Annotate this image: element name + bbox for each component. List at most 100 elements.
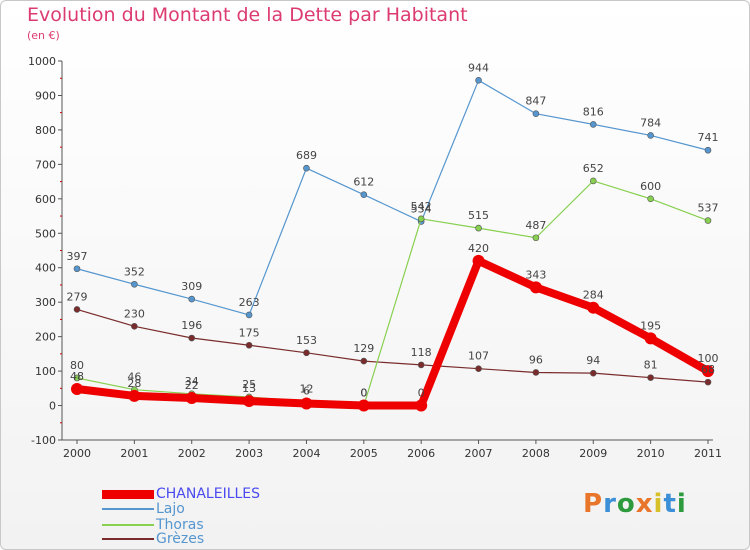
data-label-2: 80: [70, 359, 84, 372]
data-point-1: [303, 164, 310, 172]
data-label-0: 22: [185, 379, 199, 392]
logo-letter: t: [663, 489, 677, 519]
data-label-3: 96: [529, 353, 543, 366]
data-label-2: 12: [299, 382, 313, 395]
y-tick-label: 100: [35, 365, 56, 378]
data-label-2: 600: [640, 180, 661, 193]
data-point-0: [243, 395, 256, 408]
data-point-3: [704, 378, 712, 386]
data-label-2: 34: [185, 375, 199, 388]
data-point-0: [472, 254, 485, 267]
data-label-1: 397: [67, 250, 88, 263]
data-point-1: [73, 265, 81, 273]
x-tick-label: 2006: [407, 447, 435, 460]
data-point-3: [417, 361, 425, 369]
data-point-1: [532, 110, 540, 118]
legend-label-lajo: Lajo: [156, 501, 185, 517]
series-line-1: [76, 79, 709, 316]
data-point-2: [589, 177, 597, 185]
data-point-3: [589, 369, 597, 377]
data-label-2: 46: [127, 371, 141, 384]
data-label-3: 68: [701, 363, 715, 376]
data-label-3: 230: [124, 307, 145, 320]
y-tick-label: 900: [35, 89, 56, 102]
x-tick-label: 2003: [235, 447, 263, 460]
data-point-2: [532, 234, 540, 242]
data-label-3: 129: [353, 342, 374, 355]
y-tick-label: 700: [35, 158, 56, 171]
data-label-0: 100: [698, 352, 719, 365]
data-point-1: [131, 280, 138, 288]
x-tick-label: 2011: [694, 447, 722, 460]
data-point-0: [71, 383, 83, 396]
data-point-3: [303, 349, 310, 357]
y-tick-label: 200: [35, 331, 56, 344]
x-tick-label: 2008: [522, 447, 550, 460]
y-tick-label: 0: [49, 400, 56, 413]
legend-swatch-grezes: [102, 538, 154, 540]
x-tick-label: 2002: [178, 447, 206, 460]
data-point-1: [360, 191, 368, 198]
legend-swatch-thoras: [102, 524, 154, 526]
legend-item-chanaleilles: CHANALEILLES: [102, 486, 261, 502]
x-tick-label: 2007: [465, 447, 493, 460]
data-label-3: 196: [181, 319, 202, 332]
data-label-3: 279: [67, 290, 88, 303]
data-point-1: [647, 132, 654, 139]
data-point-2: [417, 215, 425, 223]
chart-title: Evolution du Montant de la Dette par Hab…: [27, 4, 468, 26]
data-label-0: 48: [70, 370, 84, 383]
data-label-0: 28: [127, 377, 141, 390]
data-label-1: 944: [468, 61, 489, 74]
data-point-0: [644, 332, 657, 345]
data-point-1: [704, 146, 712, 154]
data-point-2: [475, 224, 482, 232]
data-label-1: 534: [411, 203, 432, 216]
data-label-1: 784: [640, 116, 661, 129]
logo-letter: i: [676, 489, 687, 519]
y-tick-label: 600: [35, 193, 56, 206]
data-point-3: [73, 306, 81, 313]
data-label-1: 689: [296, 149, 317, 162]
y-tick-label: 1000: [28, 55, 56, 68]
data-point-2: [647, 195, 654, 203]
y-tick-label: 300: [35, 296, 56, 309]
data-label-3: 153: [296, 334, 317, 347]
data-point-3: [360, 357, 368, 365]
data-point-0: [300, 397, 313, 410]
data-label-3: 81: [644, 359, 658, 372]
data-label-0: 343: [525, 268, 546, 281]
legend-swatch-lajo: [102, 508, 154, 510]
data-label-3: 175: [239, 326, 260, 339]
y-tick-label: 800: [35, 124, 56, 137]
logo-letter: r: [603, 489, 617, 519]
x-tick-label: 2004: [292, 447, 320, 460]
data-label-3: 118: [411, 346, 432, 359]
legend-label-grezes: Grèzes: [156, 531, 205, 547]
logo-letter: P: [583, 489, 604, 519]
chart-subtitle: (en €): [27, 29, 60, 42]
data-point-0: [702, 365, 714, 378]
legend-label-chanaleilles: CHANALEILLES: [156, 486, 261, 502]
data-label-2: 487: [525, 219, 546, 232]
series-line-0: [73, 256, 712, 410]
data-label-1: 263: [239, 296, 260, 309]
x-tick-label: 2005: [350, 447, 378, 460]
data-label-1: 816: [583, 105, 604, 118]
logo-letter: x: [635, 489, 654, 519]
data-label-0: 13: [242, 382, 256, 395]
data-label-3: 107: [468, 350, 489, 363]
data-point-0: [357, 399, 370, 412]
data-point-2: [73, 374, 81, 382]
data-point-0: [128, 389, 141, 402]
data-label-2: 25: [242, 378, 256, 391]
legend-label-thoras: Thoras: [156, 517, 204, 533]
data-label-0: 195: [640, 319, 661, 332]
x-tick-label: 2009: [579, 447, 607, 460]
y-tick-label: 400: [35, 262, 56, 275]
legend-swatch-chanaleilles: [102, 489, 154, 499]
y-tick-label: 500: [35, 227, 56, 240]
data-label-0: 420: [468, 242, 489, 255]
data-point-3: [475, 365, 482, 372]
